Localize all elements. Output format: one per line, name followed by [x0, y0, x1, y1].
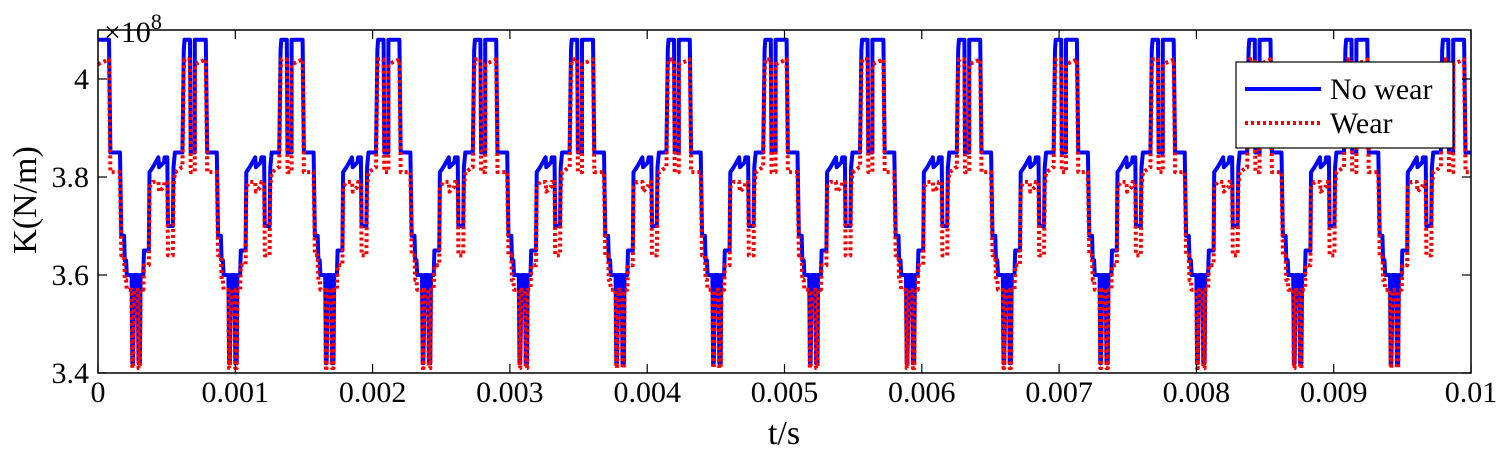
- legend-label-no-wear: No wear: [1330, 73, 1432, 106]
- series-layer: [98, 37, 1471, 371]
- x-tick-label: 0.009: [1300, 376, 1368, 409]
- series-line-wear: [98, 57, 1471, 371]
- x-tick-label: 0.002: [339, 376, 407, 409]
- x-tick-label: 0.003: [476, 376, 544, 409]
- y-axis-ticks: 3.4 3.6 3.8 4: [52, 63, 1471, 390]
- y-axis-label: K(N/m): [7, 146, 44, 254]
- x-tick-label: 0.005: [751, 376, 819, 409]
- legend: No wear Wear: [1235, 61, 1454, 149]
- x-tick-label: 0.008: [1163, 376, 1231, 409]
- y-multiplier-base: ×10: [104, 16, 151, 49]
- x-tick-label: 0.001: [202, 376, 270, 409]
- y-multiplier-label: ×108: [104, 9, 162, 49]
- x-tick-label: 0.006: [888, 376, 956, 409]
- y-multiplier-exponent: 8: [151, 9, 162, 34]
- legend-box: [1235, 61, 1454, 149]
- y-tick-label: 3.6: [52, 259, 90, 292]
- x-axis-label: t/s: [768, 415, 800, 451]
- y-tick-label: 4: [74, 63, 89, 96]
- x-tick-label: 0.01: [1445, 376, 1498, 409]
- x-axis-ticks: 0 0.001 0.002 0.003 0.004 0.005 0.006 0.007 0.00…: [91, 30, 1498, 409]
- x-tick-label: 0.004: [613, 376, 681, 409]
- y-tick-label: 3.8: [52, 161, 90, 194]
- x-tick-label: 0: [91, 376, 106, 409]
- legend-label-wear: Wear: [1330, 107, 1393, 140]
- series-line-no-wear: [98, 37, 1471, 366]
- x-tick-label: 0.007: [1025, 376, 1093, 409]
- y-tick-label: 3.4: [52, 357, 90, 390]
